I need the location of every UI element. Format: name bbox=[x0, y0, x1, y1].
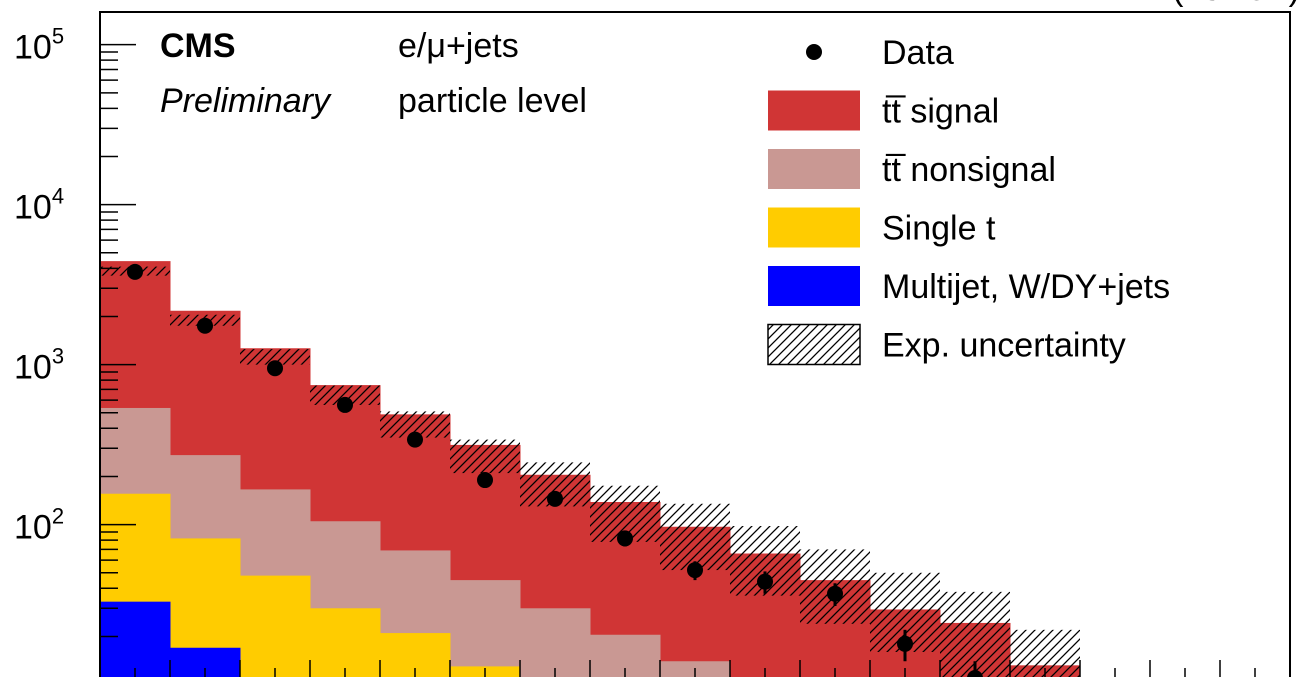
y-tick-label: 104 bbox=[14, 184, 64, 227]
uncertainty-bin bbox=[450, 439, 520, 474]
legend-swatch-tt_signal bbox=[768, 90, 860, 131]
level-label: particle level bbox=[398, 82, 587, 120]
legend-label-single_t: Single t bbox=[882, 210, 996, 248]
plot-frame bbox=[99, 11, 1291, 677]
channel-label: e/μ+jets bbox=[398, 27, 519, 65]
data-point bbox=[687, 562, 703, 579]
legend: Data tt̅ signal tt̅ nonsignal Single t Multi… bbox=[767, 34, 1170, 366]
uncertainty-bin bbox=[310, 385, 380, 405]
data-point bbox=[127, 263, 143, 280]
uncertainty-bin bbox=[240, 349, 310, 365]
experiment-label: CMS bbox=[160, 27, 236, 65]
bar-single_t bbox=[240, 575, 311, 677]
data-point bbox=[407, 431, 423, 448]
data-point bbox=[337, 396, 353, 413]
bar-multijet bbox=[100, 601, 171, 677]
legend-label-tt_nonsignal: tt̅ nonsignal bbox=[882, 151, 1056, 189]
data-points bbox=[127, 263, 983, 677]
legend-label-data: Data bbox=[882, 34, 954, 72]
legend-label-tt_signal: tt̅ signal bbox=[882, 93, 999, 131]
legend-label-unc: Exp. uncertainty bbox=[882, 327, 1126, 365]
data-point bbox=[547, 490, 563, 507]
data-point bbox=[757, 573, 773, 590]
bar-single_t bbox=[310, 608, 381, 677]
status-label: Preliminary bbox=[160, 82, 332, 120]
data-point bbox=[197, 317, 213, 334]
data-point bbox=[827, 585, 843, 602]
y-tick-label: 105 bbox=[14, 24, 64, 67]
data-point bbox=[477, 472, 493, 489]
legend-swatch-multijet bbox=[768, 266, 860, 306]
data-point bbox=[617, 530, 633, 547]
bar-tt_nonsignal bbox=[520, 608, 591, 677]
data-point bbox=[897, 635, 913, 652]
legend-swatch-uncertainty bbox=[767, 323, 861, 366]
legend-label-multijet: Multijet, W/DY+jets bbox=[882, 268, 1170, 306]
legend-swatch-single_t bbox=[768, 207, 860, 248]
bar-tt_nonsignal bbox=[450, 580, 521, 677]
legend-marker-data bbox=[806, 44, 822, 60]
energy-label: (13 TeV) bbox=[1172, 0, 1300, 8]
stacked-histogram bbox=[100, 261, 1081, 677]
y-tick-label: 103 bbox=[14, 344, 64, 387]
uncertainty-bin bbox=[660, 503, 730, 571]
legend-swatch-tt_nonsignal bbox=[768, 149, 860, 189]
axes: 102 103 104 105 bbox=[14, 24, 1291, 677]
data-point bbox=[267, 360, 283, 377]
y-tick-label: 102 bbox=[14, 504, 64, 547]
